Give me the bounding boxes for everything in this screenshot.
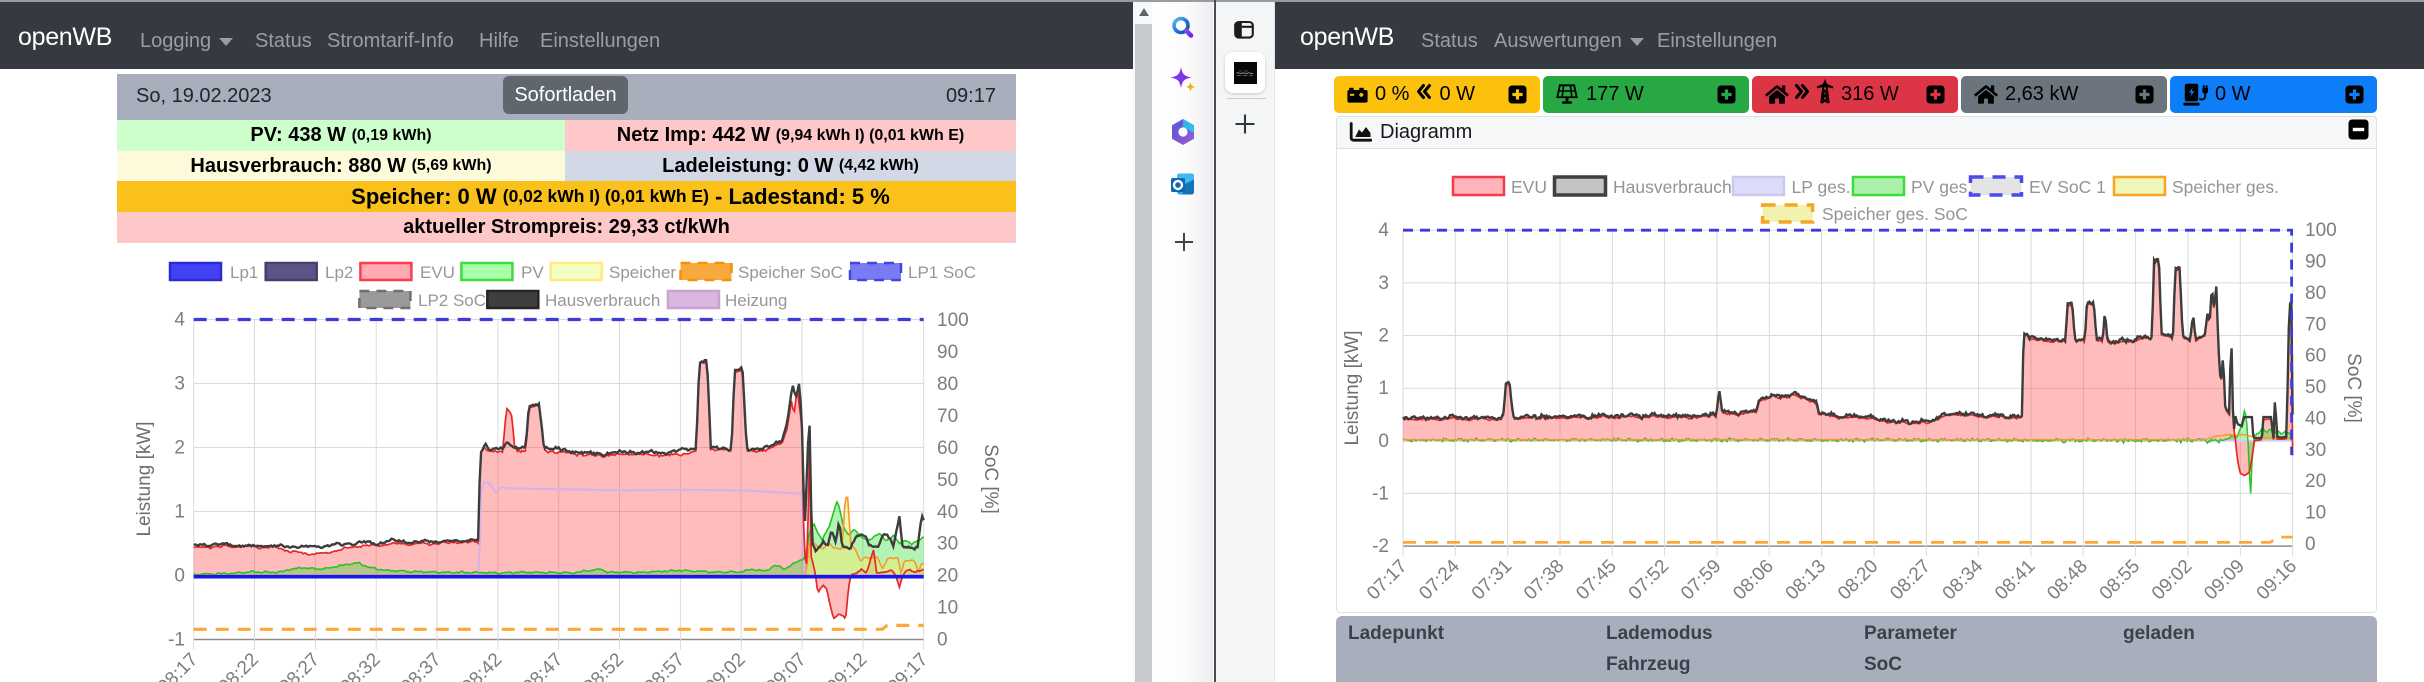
svg-text:Leistung [kW]: Leistung [kW] <box>1342 330 1363 445</box>
svg-text:Speicher ges. SoC: Speicher ges. SoC <box>1822 204 1968 224</box>
svg-text:40: 40 <box>2305 408 2326 429</box>
svg-text:Speicher: Speicher <box>609 263 676 282</box>
svg-text:Speicher ges.: Speicher ges. <box>2172 177 2279 197</box>
svg-text:09:17: 09:17 <box>884 649 932 682</box>
svg-text:70: 70 <box>937 406 958 427</box>
svg-text:0: 0 <box>2305 534 2316 555</box>
svg-text:07:17: 07:17 <box>1363 556 1411 604</box>
svg-text:08:20: 08:20 <box>1834 556 1882 604</box>
svg-text:50: 50 <box>937 470 958 491</box>
svg-text:09:12: 09:12 <box>823 649 871 682</box>
svg-text:09:02: 09:02 <box>701 649 749 682</box>
svg-text:Leistung [kW]: Leistung [kW] <box>134 421 155 536</box>
svg-text:100: 100 <box>2305 220 2337 241</box>
svg-text:08:37: 08:37 <box>397 649 445 682</box>
svg-text:09:09: 09:09 <box>2200 556 2248 604</box>
svg-text:30: 30 <box>2305 440 2326 461</box>
svg-text:70: 70 <box>2305 314 2326 335</box>
svg-text:EV SoC 1: EV SoC 1 <box>2029 177 2106 197</box>
svg-text:Lp1: Lp1 <box>230 263 258 282</box>
svg-text:08:42: 08:42 <box>458 649 506 682</box>
svg-text:Lp2: Lp2 <box>325 263 353 282</box>
svg-text:60: 60 <box>937 438 958 459</box>
svg-text:3: 3 <box>1378 273 1389 294</box>
svg-text:80: 80 <box>937 374 958 395</box>
svg-text:LP ges.: LP ges. <box>1792 177 1851 197</box>
svg-text:08:32: 08:32 <box>336 649 384 682</box>
svg-text:0: 0 <box>174 566 185 587</box>
svg-text:2: 2 <box>1378 326 1389 347</box>
svg-text:0: 0 <box>1378 431 1389 452</box>
svg-text:08:34: 08:34 <box>1939 555 1988 604</box>
svg-text:LP1 SoC: LP1 SoC <box>908 263 976 282</box>
svg-text:08:52: 08:52 <box>580 649 628 682</box>
svg-text:Speicher SoC: Speicher SoC <box>738 263 843 282</box>
svg-text:1: 1 <box>174 502 185 523</box>
svg-text:30: 30 <box>937 534 958 555</box>
svg-text:90: 90 <box>2305 252 2326 273</box>
svg-text:4: 4 <box>174 310 185 331</box>
svg-text:SoC [%]: SoC [%] <box>980 444 1001 514</box>
svg-text:07:38: 07:38 <box>1520 556 1568 604</box>
svg-text:08:57: 08:57 <box>640 649 688 682</box>
svg-text:08:13: 08:13 <box>1782 556 1830 604</box>
svg-text:09:16: 09:16 <box>2253 556 2301 604</box>
svg-text:90: 90 <box>937 342 958 363</box>
svg-text:08:41: 08:41 <box>1991 556 2039 604</box>
svg-text:08:48: 08:48 <box>2043 556 2091 604</box>
svg-text:Heizung: Heizung <box>725 291 787 310</box>
svg-text:4: 4 <box>1378 220 1389 241</box>
svg-text:60: 60 <box>2305 346 2326 367</box>
svg-text:08:55: 08:55 <box>2096 556 2144 604</box>
svg-text:3: 3 <box>174 374 185 395</box>
svg-text:100: 100 <box>937 310 969 331</box>
svg-text:SoC [%]: SoC [%] <box>2343 353 2364 423</box>
svg-text:20: 20 <box>937 566 958 587</box>
svg-text:40: 40 <box>937 502 958 523</box>
svg-text:50: 50 <box>2305 377 2326 398</box>
svg-text:-2: -2 <box>1372 536 1389 557</box>
svg-text:-1: -1 <box>168 630 185 651</box>
svg-text:08:17: 08:17 <box>154 649 202 682</box>
svg-text:0: 0 <box>937 630 948 651</box>
svg-text:07:24: 07:24 <box>1415 555 1464 604</box>
svg-text:Hausverbrauch: Hausverbrauch <box>545 291 660 310</box>
svg-text:PV ges.: PV ges. <box>1911 177 1972 197</box>
svg-text:10: 10 <box>937 598 958 619</box>
svg-text:LP2 SoC: LP2 SoC <box>418 291 486 310</box>
svg-text:20: 20 <box>2305 471 2326 492</box>
svg-text:08:47: 08:47 <box>519 649 567 682</box>
svg-text:08:27: 08:27 <box>1886 556 1934 604</box>
svg-text:2: 2 <box>174 438 185 459</box>
svg-text:Hausverbrauch: Hausverbrauch <box>1613 177 1732 197</box>
svg-text:07:59: 07:59 <box>1677 556 1725 604</box>
svg-text:07:45: 07:45 <box>1572 556 1620 604</box>
svg-text:08:27: 08:27 <box>275 649 323 682</box>
svg-text:PV: PV <box>521 263 544 282</box>
svg-text:09:02: 09:02 <box>2148 556 2196 604</box>
svg-text:09:07: 09:07 <box>762 649 810 682</box>
svg-text:10: 10 <box>2305 503 2326 524</box>
svg-text:EVU: EVU <box>420 263 455 282</box>
svg-text:07:52: 07:52 <box>1625 556 1673 604</box>
svg-text:EVU: EVU <box>1511 177 1547 197</box>
svg-text:-1: -1 <box>1372 483 1389 504</box>
svg-text:08:22: 08:22 <box>215 649 263 682</box>
svg-text:08:06: 08:06 <box>1729 556 1777 604</box>
svg-text:1: 1 <box>1378 378 1389 399</box>
svg-text:07:31: 07:31 <box>1468 556 1516 604</box>
svg-text:80: 80 <box>2305 283 2326 304</box>
